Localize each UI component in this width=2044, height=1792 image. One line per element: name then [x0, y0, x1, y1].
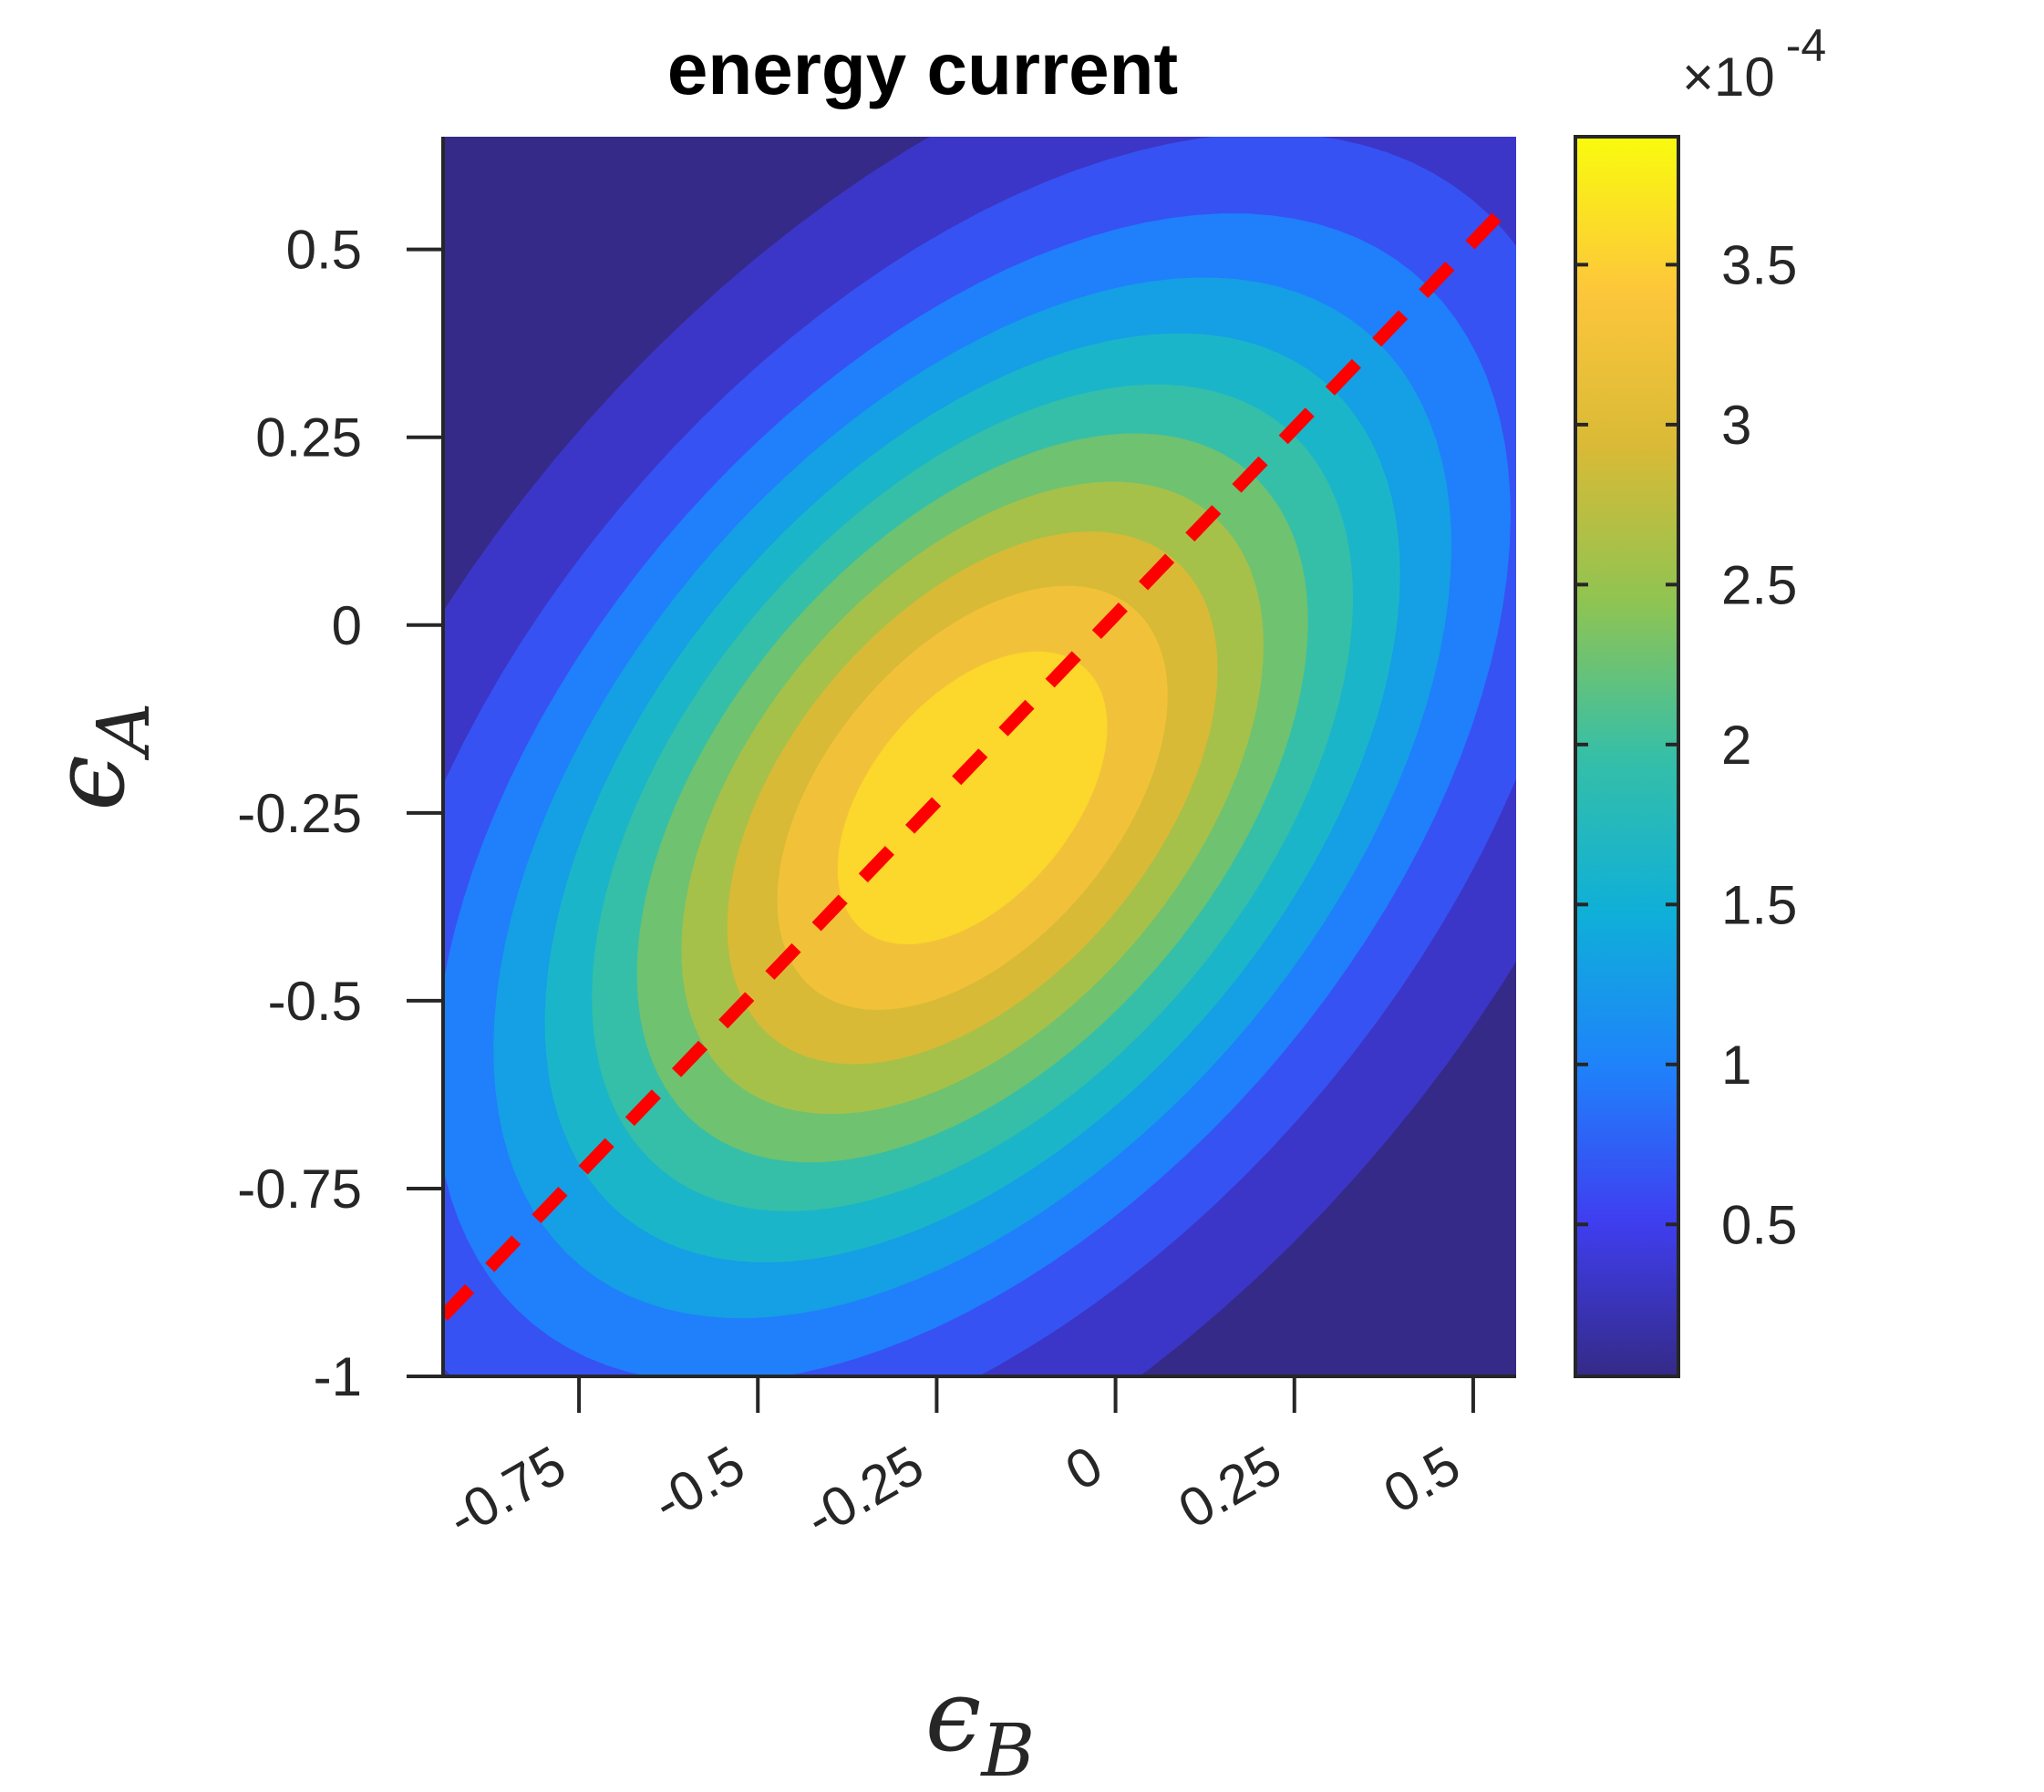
colorbar-tick-label: 1.5 — [1721, 874, 1797, 935]
colorbar-tick-label: 2 — [1721, 715, 1751, 776]
y-axis-label-symbol: ϵ — [30, 755, 147, 811]
y-tick-label: -0.75 — [237, 1159, 362, 1220]
x-tick-label: 0.25 — [1169, 1434, 1292, 1540]
x-axis-label: ϵB — [925, 1657, 1035, 1792]
colorbar: 0.5 1 1.5 2 2.5 3 3.5 ×10-4 — [1575, 20, 1826, 1376]
colorbar-tick-label: 0.5 — [1721, 1194, 1797, 1255]
colorbar-tick-label: 2.5 — [1721, 554, 1797, 615]
colorbar-multiplier: ×10-4 — [1682, 20, 1826, 108]
x-axis-label-subscript: B — [979, 1708, 1035, 1792]
chart-title: energy current — [667, 28, 1178, 109]
x-tick-label: 0 — [1056, 1434, 1112, 1502]
colorbar-multiplier-base: ×10 — [1682, 46, 1775, 108]
x-tick-label: -0.5 — [643, 1434, 755, 1534]
x-tick-label: -0.25 — [795, 1434, 934, 1549]
x-ticks: -0.75 -0.5 -0.25 0 0.25 0.5 — [438, 1376, 1473, 1550]
y-tick-label: 0 — [332, 595, 362, 656]
colorbar-tick-label: 1 — [1721, 1035, 1751, 1096]
y-axis-label: ϵA — [30, 702, 166, 810]
x-axis-label-symbol: ϵ — [925, 1657, 982, 1774]
y-ticks: 0.5 0.25 0 -0.25 -0.5 -0.75 -1 — [237, 220, 443, 1407]
plot-area — [252, 15, 1693, 1581]
colorbar-tick-label: 3 — [1721, 395, 1751, 456]
x-tick-label: 0.5 — [1374, 1434, 1471, 1525]
x-tick-label: -0.75 — [438, 1434, 576, 1549]
y-tick-label: -0.5 — [268, 971, 362, 1032]
colorbar-tick-label: 3.5 — [1721, 234, 1797, 295]
y-tick-label: 0.5 — [286, 220, 362, 281]
y-tick-label: 0.25 — [255, 407, 362, 469]
y-axis-label-subscript: A — [81, 702, 166, 761]
y-tick-label: -1 — [314, 1346, 362, 1407]
colorbar-multiplier-exponent: -4 — [1786, 20, 1826, 71]
colorbar-gradient — [1575, 137, 1678, 1376]
y-tick-label: -0.25 — [237, 783, 362, 844]
